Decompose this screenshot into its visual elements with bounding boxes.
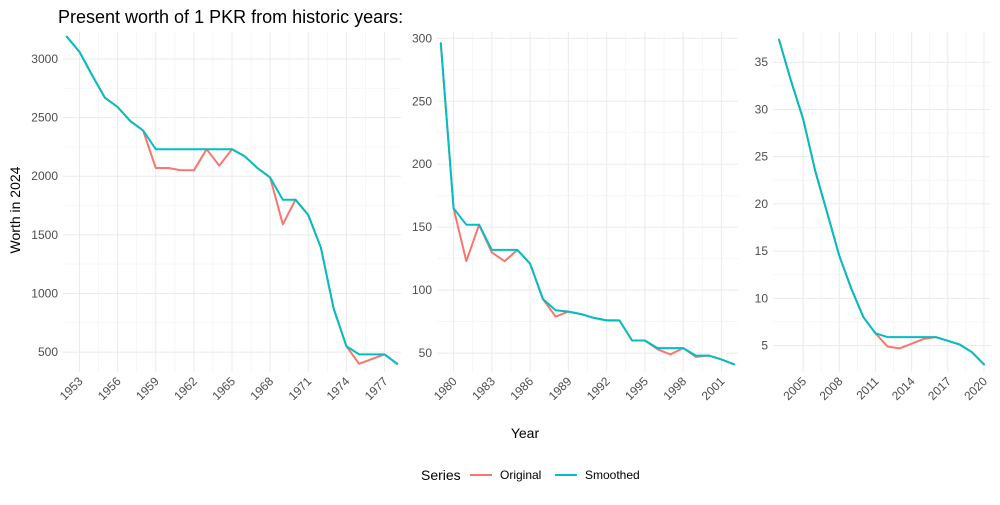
x-tick-label: 1971 — [286, 374, 315, 403]
y-tick-label: 150 — [412, 220, 432, 234]
legend-label-original: Original — [500, 468, 541, 482]
x-tick-label: 1962 — [171, 374, 200, 403]
x-axis-title: Year — [511, 425, 540, 441]
x-tick-label: 2014 — [889, 374, 918, 403]
y-tick-label: 50 — [419, 346, 433, 360]
y-tick-label: 15 — [755, 244, 769, 258]
x-tick-label: 1992 — [584, 374, 613, 403]
x-tick-label: 1980 — [431, 374, 460, 403]
x-tick-label: 2020 — [961, 374, 990, 403]
x-tick-label: 1965 — [209, 374, 238, 403]
x-tick-label: 1959 — [133, 374, 162, 403]
x-tick-label: 2011 — [853, 374, 881, 402]
legend: Series Original Smoothed — [421, 467, 640, 483]
x-tick-label: 1956 — [95, 374, 124, 403]
y-axis-title: Worth in 2024 — [7, 166, 23, 253]
y-tick-label: 250 — [412, 94, 432, 108]
x-tick-label: 1974 — [324, 374, 353, 403]
series-line-smoothed — [439, 42, 736, 366]
y-tick-label: 100 — [412, 283, 432, 297]
legend-label-smoothed: Smoothed — [585, 468, 640, 482]
y-tick-label: 10 — [755, 291, 769, 305]
y-tick-label: 3000 — [31, 52, 58, 66]
panel-1: 500 1000 1500 2000 2500 3000 1953 1956 1959 1962 1… — [31, 32, 401, 403]
y-tick-label: 500 — [38, 345, 58, 359]
y-tick-label: 20 — [755, 197, 769, 211]
x-tick-label: 1998 — [660, 374, 689, 403]
series-line-original — [778, 38, 985, 366]
y-tick-label: 2500 — [31, 111, 58, 125]
x-tick-label: 2005 — [780, 374, 809, 403]
y-tick-label: 200 — [412, 157, 432, 171]
panel-2: 50 100 150 200 250 300 1980 1983 1986 1989 1992 199… — [412, 31, 738, 403]
x-tick-label: 1986 — [507, 374, 536, 403]
x-tick-label: 1953 — [57, 374, 86, 403]
x-tick-label: 2017 — [925, 374, 954, 403]
x-tick-label: 1995 — [622, 374, 651, 403]
y-tick-label: 30 — [755, 102, 769, 116]
y-tick-label: 2000 — [31, 169, 58, 183]
chart-title: Present worth of 1 PKR from historic yea… — [58, 7, 403, 27]
series-line-smoothed — [65, 35, 399, 365]
x-tick-label: 2008 — [817, 374, 846, 403]
panel-3: 5 10 15 20 25 30 35 2005 2008 2011 2014 2017 2020 — [755, 32, 990, 403]
x-tick-label: 1983 — [469, 374, 498, 403]
y-tick-label: 25 — [755, 150, 769, 164]
x-tick-label: 1968 — [247, 374, 276, 403]
x-tick-label: 2001 — [699, 374, 728, 403]
x-tick-label: 1989 — [546, 374, 575, 403]
y-tick-label: 300 — [412, 31, 432, 45]
y-tick-label: 35 — [755, 55, 769, 69]
y-tick-label: 1500 — [31, 228, 58, 242]
series-line-smoothed — [778, 38, 985, 366]
y-tick-label: 1000 — [31, 286, 58, 300]
y-tick-label: 5 — [761, 339, 768, 353]
chart-panels: 500 1000 1500 2000 2500 3000 1953 1956 1959 1962 1… — [31, 31, 990, 403]
legend-title: Series — [421, 467, 461, 483]
x-tick-label: 1977 — [362, 374, 391, 403]
